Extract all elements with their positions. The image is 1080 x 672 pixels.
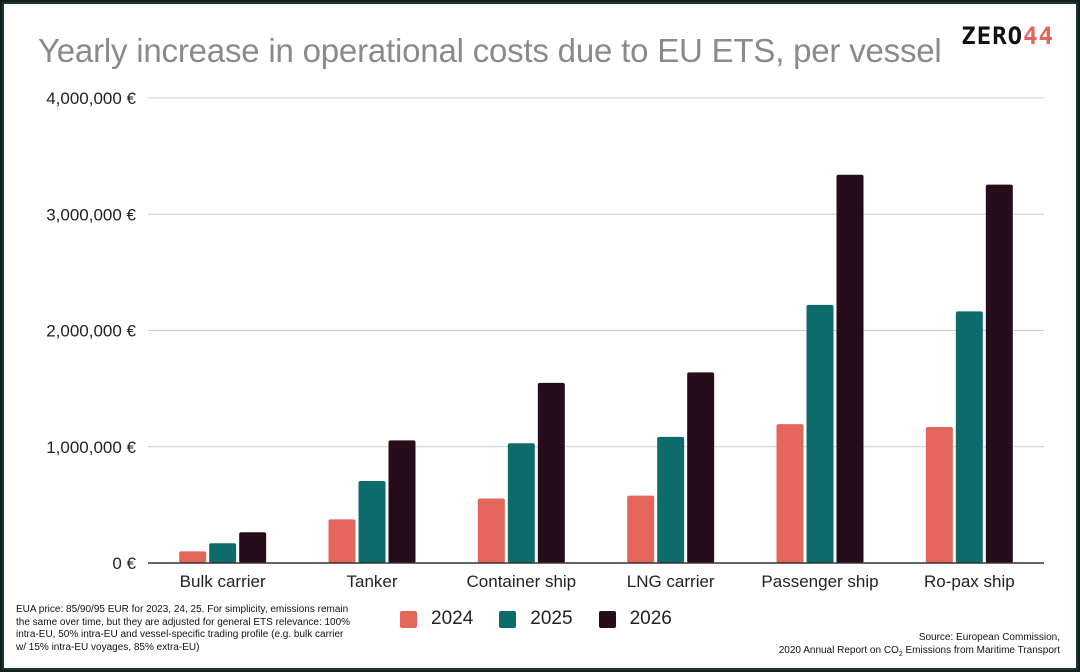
zero44-logo: ZERO44 <box>961 22 1054 50</box>
bar-2024 <box>328 519 356 563</box>
bar-2024 <box>627 495 655 563</box>
source-line-1: Source: European Commission, <box>918 632 1060 643</box>
y-tick-label: 2,000,000 € <box>46 322 136 341</box>
chart-legend: 2024 2025 2026 <box>400 608 672 630</box>
bar-2024 <box>179 551 207 563</box>
legend-item-2025[interactable]: 2025 <box>499 608 573 630</box>
chart-title: Yearly increase in operational costs due… <box>38 32 942 69</box>
bar-2025 <box>955 311 983 563</box>
bar-2025 <box>507 443 535 563</box>
x-tick-label: Container ship <box>467 572 577 591</box>
y-tick-label: 1,000,000 € <box>46 438 136 457</box>
x-tick-label: Ro-pax ship <box>924 572 1015 591</box>
y-tick-label: 3,000,000 € <box>46 205 136 224</box>
x-tick-label: LNG carrier <box>627 572 715 591</box>
bar-2025 <box>358 481 386 563</box>
x-tick-label: Tanker <box>346 572 397 591</box>
legend-label-2026: 2026 <box>629 608 672 629</box>
legend-swatch-2025 <box>499 610 517 628</box>
bar-2026 <box>239 532 267 563</box>
bar-2026 <box>537 382 565 563</box>
bar-2026 <box>687 372 715 563</box>
source-note: Source: European Commission, 2020 Annual… <box>779 631 1060 661</box>
bar-2025 <box>209 543 237 563</box>
bar-2026 <box>985 184 1013 563</box>
bar-2026 <box>836 174 864 563</box>
legend-label-2025: 2025 <box>530 608 573 629</box>
bar-2026 <box>388 440 416 563</box>
bar-2024 <box>925 426 953 563</box>
y-tick-label: 4,000,000 € <box>46 89 136 108</box>
footnote: EUA price: 85/90/95 EUR for 2023, 24, 25… <box>16 604 351 653</box>
x-tick-label: Bulk carrier <box>180 572 266 591</box>
bar-2025 <box>806 304 834 563</box>
legend-swatch-2026 <box>598 610 616 628</box>
y-tick-label: 0 € <box>112 554 136 573</box>
bar-2024 <box>477 498 505 563</box>
legend-label-2024: 2024 <box>431 608 474 629</box>
bar-2025 <box>657 436 685 563</box>
legend-item-2026[interactable]: 2026 <box>598 608 672 630</box>
x-tick-label: Passenger ship <box>761 572 878 591</box>
legend-item-2024[interactable]: 2024 <box>400 608 473 630</box>
bar-2024 <box>776 424 804 563</box>
source-line-2: 2020 Annual Report on CO2 Emissions from… <box>778 645 1060 658</box>
legend-swatch-2024 <box>400 610 417 628</box>
